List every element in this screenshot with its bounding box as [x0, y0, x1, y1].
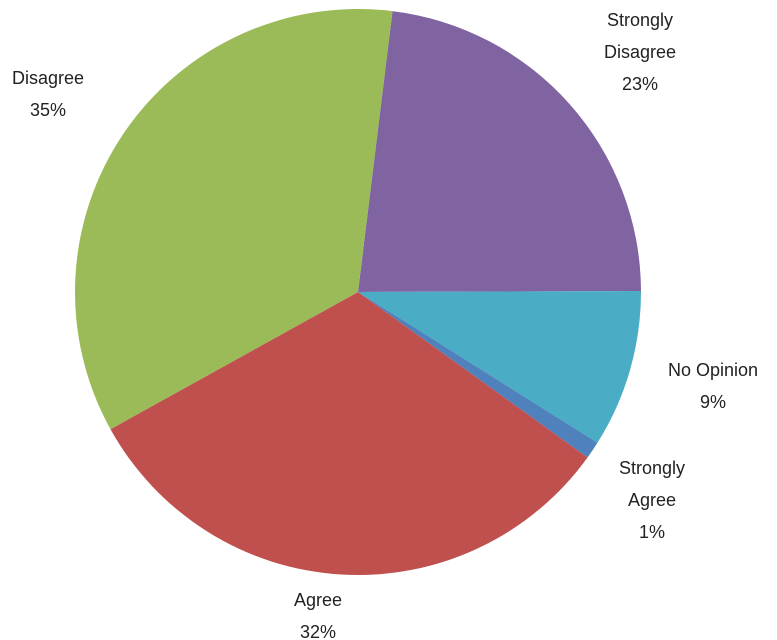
slice-label: No Opinion 9%	[643, 354, 777, 418]
slice-label: Disagree 35%	[0, 62, 108, 126]
category-label: No Opinion	[667, 360, 759, 380]
pie-slice	[110, 292, 588, 575]
value-label: 9%	[699, 392, 726, 412]
value-label: 1%	[638, 522, 665, 542]
category-label: Disagree	[11, 68, 85, 88]
value-label: 35%	[29, 100, 67, 120]
value-label: 23%	[621, 74, 659, 94]
pie-slice	[358, 291, 641, 443]
value-label: 32%	[299, 622, 337, 640]
pie-slice	[358, 292, 598, 458]
pie-slice	[358, 11, 641, 293]
slice-label: Strongly Agree 1%	[602, 452, 702, 548]
category-label: Strongly Disagree	[603, 10, 677, 62]
slice-label: Agree 32%	[258, 584, 378, 640]
pie-slice	[75, 8, 393, 430]
category-label: Strongly Agree	[618, 458, 686, 510]
slice-label: Strongly Disagree 23%	[585, 4, 695, 100]
category-label: Agree	[293, 590, 343, 610]
